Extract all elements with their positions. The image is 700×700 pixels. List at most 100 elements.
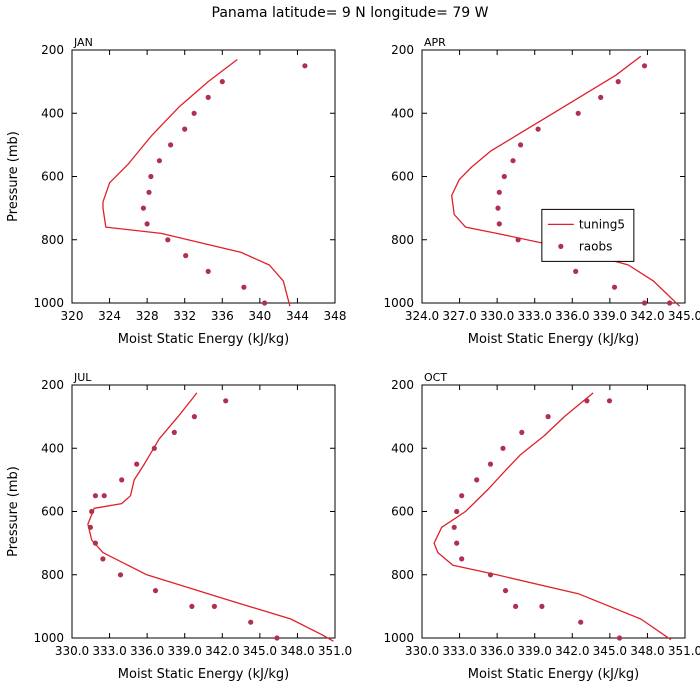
panel-caption: JAN — [73, 36, 93, 49]
data-point-raobs — [496, 189, 502, 195]
x-tick-label: 348.0 — [630, 644, 664, 658]
data-point-raobs — [148, 173, 154, 180]
data-point-raobs — [262, 300, 268, 306]
data-point-raobs — [459, 556, 465, 562]
data-point-raobs — [165, 237, 171, 243]
y-tick-label: 800 — [41, 233, 64, 247]
data-point-raobs — [182, 126, 188, 132]
axes-frame — [71, 49, 336, 304]
y-tick-label: 1000 — [383, 296, 414, 310]
data-point-raobs — [510, 158, 516, 164]
y-tick-label: 400 — [391, 106, 414, 120]
panel-apr: APR 324.0 327.0 330.0 333.0 336.0 339.0 342.0 34… — [383, 36, 700, 347]
x-tick-label: 344 — [286, 309, 309, 323]
data-point-raobs — [518, 142, 524, 148]
y-tick-label: 1000 — [33, 631, 64, 645]
x-tick-label: 324 — [98, 309, 121, 323]
data-point-raobs — [152, 588, 159, 594]
x-tick-label: 330.0 — [405, 644, 439, 658]
data-point-raobs — [616, 635, 623, 641]
data-point-raobs — [487, 461, 494, 467]
data-point-raobs — [168, 142, 174, 148]
x-tick-label: 345.0 — [593, 644, 627, 658]
panel-caption: JUL — [73, 371, 92, 384]
axes-frame — [71, 384, 336, 639]
x-tick-label: 336.0 — [130, 644, 164, 658]
data-point-raobs — [100, 556, 106, 562]
y-tick-label: 800 — [391, 568, 414, 582]
data-point-raobs — [539, 603, 545, 610]
data-point-raobs — [92, 540, 98, 546]
legend: tuning5 raobs — [541, 208, 635, 262]
x-axis-label: Moist Static Energy (kJ/kg) — [118, 667, 289, 682]
data-point-raobs — [501, 173, 507, 180]
x-tick-label: 330.0 — [55, 644, 89, 658]
x-tick-label: 339.0 — [518, 644, 552, 658]
x-tick-label: 332 — [173, 309, 196, 323]
data-point-raobs — [500, 445, 506, 451]
data-point-raobs — [545, 414, 551, 420]
y-tick-label: 400 — [391, 441, 414, 455]
data-point-raobs — [641, 300, 648, 306]
x-tick-label: 342.0 — [555, 644, 589, 658]
y-tick-label: 400 — [41, 106, 64, 120]
x-tick-label: 342.0 — [205, 644, 239, 658]
data-point-raobs — [454, 508, 460, 515]
x-tick-label: 333.0 — [518, 309, 552, 323]
panel-caption: OCT — [424, 371, 447, 384]
data-point-raobs — [487, 572, 494, 578]
y-tick-label: 600 — [391, 505, 414, 519]
x-tick-label: 340 — [248, 309, 271, 323]
y-tick-label: 200 — [391, 378, 414, 392]
data-point-raobs — [519, 429, 525, 435]
x-tick-label: 351.0 — [318, 644, 352, 658]
legend-label-raobs: raobs — [579, 239, 613, 253]
data-point-raobs — [496, 221, 502, 227]
x-tick-label: 345.0 — [243, 644, 277, 658]
y-tick-label: 200 — [41, 43, 64, 57]
data-point-raobs — [302, 63, 308, 69]
data-point-raobs — [89, 508, 95, 515]
data-point-raobs — [205, 94, 211, 100]
y-tick-label: 400 — [41, 441, 64, 455]
data-point-raobs — [513, 603, 519, 610]
data-point-raobs — [151, 445, 157, 451]
x-tick-label: 333.0 — [92, 644, 126, 658]
series-line-tuning5 — [102, 58, 291, 307]
data-point-raobs — [183, 253, 189, 259]
series-line-tuning5 — [87, 392, 334, 642]
x-tick-label: 342.0 — [630, 309, 664, 323]
x-tick-label: 345.0 — [668, 309, 700, 323]
y-axis-label: Pressure (mb) — [6, 466, 21, 557]
y-tick-label: 1000 — [383, 631, 414, 645]
x-tick-label: 330.0 — [480, 309, 514, 323]
y-tick-label: 200 — [391, 43, 414, 57]
panels: JAN 320 324 328 332 336 340 344 348 200 400 600 800 1… — [6, 36, 700, 682]
data-point-raobs — [515, 237, 521, 243]
data-point-raobs — [191, 110, 197, 116]
x-tick-label: 328 — [136, 309, 159, 323]
data-point-raobs — [171, 429, 177, 435]
x-tick-label: 348 — [324, 309, 347, 323]
data-point-raobs — [495, 205, 501, 211]
data-point-raobs — [459, 493, 465, 499]
data-point-raobs — [615, 79, 621, 85]
series-line-tuning5 — [433, 392, 672, 641]
data-point-raobs — [584, 398, 590, 404]
legend-point-swatch — [558, 243, 564, 249]
data-point-raobs — [454, 540, 460, 546]
panel-jul: JUL 330.0 333.0 336.0 339.0 342.0 345.0 348.0 35… — [6, 371, 352, 682]
x-tick-label: 339.0 — [593, 309, 627, 323]
x-tick-label: 324.0 — [405, 309, 439, 323]
data-point-raobs — [241, 284, 247, 290]
panel-jan: JAN 320 324 328 332 336 340 344 348 200 400 600 800 1… — [6, 36, 346, 347]
data-point-raobs — [119, 477, 125, 483]
data-point-raobs — [92, 493, 98, 499]
panel-oct: OCT 330.0 333.0 336.0 339.0 342.0 345.0 348.0 35… — [383, 371, 700, 682]
y-tick-label: 600 — [41, 505, 64, 519]
data-point-raobs — [535, 126, 541, 132]
data-point-raobs — [578, 619, 584, 625]
data-point-raobs — [667, 300, 673, 306]
data-point-raobs — [502, 588, 509, 594]
data-point-raobs — [606, 398, 613, 404]
